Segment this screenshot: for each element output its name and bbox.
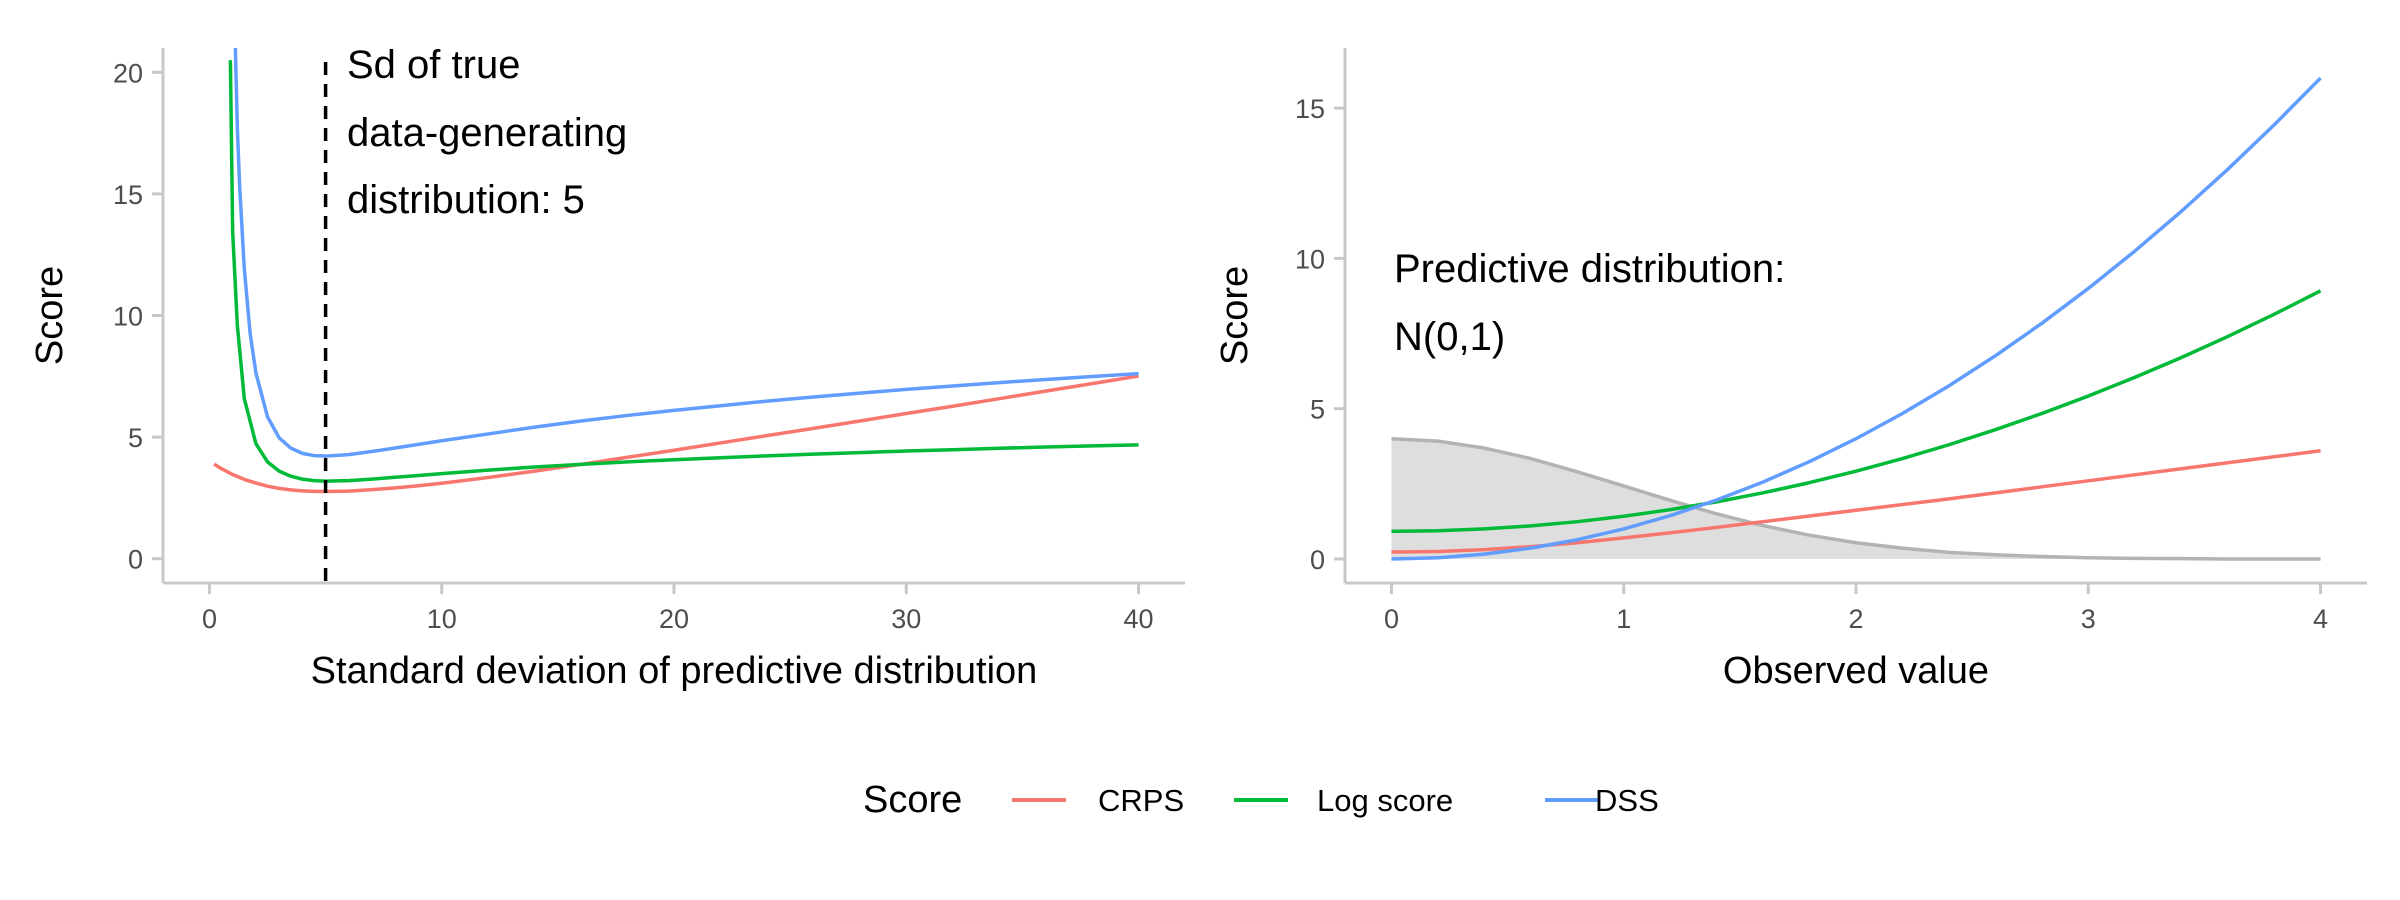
annotation-line: Sd of true <box>347 43 520 87</box>
y-tick-label: 0 <box>1310 545 1325 575</box>
y-tick-label: 5 <box>1310 395 1325 425</box>
legend-item-dss: DSS <box>1545 783 1659 818</box>
annotation-line: data-generating <box>347 111 627 155</box>
annotation-line: Predictive distribution: <box>1394 247 1785 291</box>
y-tick-label: 20 <box>113 58 143 88</box>
x-tick-label: 2 <box>1848 604 1863 634</box>
legend-label-crps: CRPS <box>1098 783 1184 818</box>
series-line-log-score <box>1391 289 2322 534</box>
legend-item-crps: CRPS <box>1012 783 1184 818</box>
legend-title: Score <box>863 779 962 821</box>
y-tick-label: 0 <box>128 545 143 575</box>
y-tick-label: 10 <box>113 302 143 332</box>
y-tick-label: 15 <box>113 180 143 210</box>
y-tick-label: 10 <box>1295 244 1325 274</box>
left-panel: Sd of true data-generating distribution: 5… <box>29 43 1185 692</box>
legend: Score CRPS Log score DSS <box>863 779 1659 821</box>
series-line-crps <box>213 374 1139 494</box>
y-axis-title: Score <box>29 266 71 365</box>
y-tick-label: 15 <box>1295 94 1325 124</box>
series-line-dss <box>1391 76 2322 561</box>
x-tick-label: 40 <box>1124 604 1154 634</box>
x-tick-label: 1 <box>1616 604 1631 634</box>
x-tick-label: 3 <box>2081 604 2096 634</box>
x-tick-label: 0 <box>202 604 217 634</box>
y-axis-title: Score <box>1214 266 1256 365</box>
x-axis-title: Observed value <box>1723 650 1989 692</box>
x-tick-label: 4 <box>2313 604 2328 634</box>
density-area <box>1391 438 2321 559</box>
x-tick-label: 30 <box>891 604 921 634</box>
x-tick-label: 0 <box>1384 604 1399 634</box>
legend-label-log-score: Log score <box>1317 783 1453 818</box>
legend-item-log-score: Log score <box>1234 783 1453 818</box>
annotation-line: N(0,1) <box>1394 315 1505 359</box>
y-tick-label: 5 <box>128 423 143 453</box>
series-line-log-score <box>228 60 1139 483</box>
annotation-line: distribution: 5 <box>347 178 585 222</box>
x-tick-label: 20 <box>659 604 689 634</box>
x-tick-label: 10 <box>427 604 457 634</box>
right-panel: Predictive distribution: N(0,1) 0 1 2 3 4 0 5 10 1… <box>1214 48 2367 692</box>
series-line-dss <box>233 48 1139 458</box>
legend-label-dss: DSS <box>1595 783 1659 818</box>
density-outline <box>1391 436 2321 561</box>
x-axis-title: Standard deviation of predictive distrib… <box>311 650 1038 692</box>
